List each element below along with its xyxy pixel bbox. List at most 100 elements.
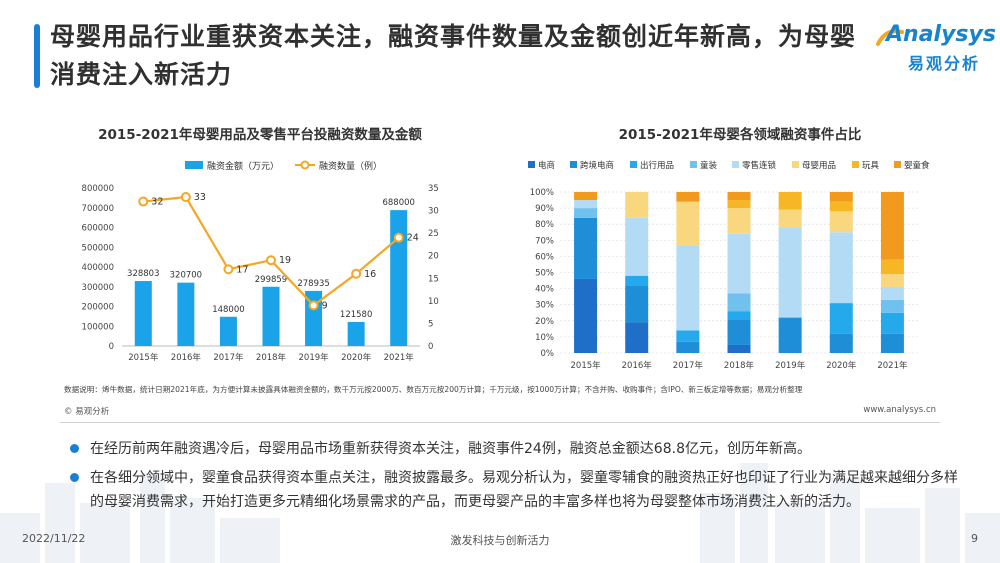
logo-text-en: Analysys bbox=[886, 22, 996, 47]
point-count bbox=[266, 255, 276, 266]
legend-swatch bbox=[528, 161, 535, 168]
stack-segment bbox=[625, 192, 649, 218]
point-data-label: 32 bbox=[151, 197, 163, 208]
y-left-tick-label: 800000 bbox=[82, 184, 114, 194]
bar-data-label: 121580 bbox=[340, 310, 372, 320]
stack-segment bbox=[880, 259, 904, 275]
stack-segment bbox=[829, 232, 853, 304]
footer-date: 2022/11/22 bbox=[22, 532, 86, 545]
stack-segment bbox=[829, 211, 853, 233]
title-accent-bar bbox=[34, 24, 40, 88]
stack-segment bbox=[574, 208, 598, 218]
bullet-dot-icon bbox=[70, 444, 79, 453]
stack-segment bbox=[778, 227, 802, 318]
legend-label: 出行用品 bbox=[640, 160, 674, 171]
stack-segment bbox=[829, 303, 853, 334]
city-skyline-background bbox=[0, 463, 1000, 563]
copyright-source: © 易观分析 bbox=[64, 407, 110, 417]
point-data-label: 24 bbox=[407, 233, 419, 244]
stack-segment bbox=[574, 192, 598, 201]
x-tick-label: 2018年 bbox=[724, 360, 755, 371]
bar-data-label: 148000 bbox=[212, 305, 244, 315]
data-note: 数据说明：烯牛数据，统计日期2021年底，为方便计算未披露具体融资金额的，数千万… bbox=[64, 385, 803, 394]
bar-data-label: 688000 bbox=[382, 198, 414, 208]
point-count bbox=[180, 192, 191, 203]
y-right-tick-label: 0 bbox=[428, 342, 433, 352]
y-left-tick-label: 500000 bbox=[82, 243, 114, 253]
stack-segment bbox=[676, 192, 700, 202]
y-tick-label: 60% bbox=[535, 252, 554, 262]
stack-segment bbox=[574, 217, 598, 279]
stack-segment bbox=[880, 192, 904, 260]
point-count bbox=[308, 300, 319, 311]
y-tick-label: 50% bbox=[535, 269, 554, 279]
logo-text-cn: 易观分析 bbox=[908, 54, 981, 73]
y-right-tick-label: 35 bbox=[428, 184, 439, 194]
stack-segment bbox=[727, 293, 751, 312]
x-tick-label: 2019年 bbox=[299, 352, 330, 363]
stack-segment bbox=[727, 208, 751, 234]
legend-label: 婴童食品 bbox=[904, 160, 930, 171]
stack-segment bbox=[625, 217, 649, 276]
stack-segment bbox=[625, 285, 649, 323]
segment-stacked-chart: 电商 跨境电商 出行用品 童装 零售连锁 母婴用品 玩具 婴童食品 0% 10% 20% 30% 40%… bbox=[528, 160, 930, 371]
page-title: 母婴用品行业重获资本关注，融资事件数量及金额创近年新高，为母婴消费注入新活力 bbox=[50, 22, 857, 89]
stack-segment bbox=[625, 322, 649, 353]
legend-swatch bbox=[690, 161, 697, 168]
point-data-label: 17 bbox=[236, 264, 248, 275]
website-link[interactable]: www.analysys.cn bbox=[863, 405, 936, 415]
x-tick-label: 2019年 bbox=[775, 360, 806, 371]
y-right-tick-label: 5 bbox=[428, 319, 433, 329]
bullet-dot-icon bbox=[70, 473, 79, 482]
legend-swatch bbox=[732, 161, 739, 168]
y-tick-label: 70% bbox=[535, 236, 554, 246]
legend-label-count: 融资数量（例） bbox=[319, 160, 382, 172]
x-tick-label: 2016年 bbox=[171, 352, 202, 363]
bar-data-label: 328803 bbox=[127, 269, 159, 279]
y-right-tick-label: 25 bbox=[428, 229, 439, 239]
x-tick-label: 2015年 bbox=[128, 352, 159, 363]
legend-label: 童装 bbox=[700, 160, 718, 171]
y-right-tick-label: 30 bbox=[428, 207, 439, 217]
stack-segment bbox=[574, 278, 598, 353]
y-left-tick-label: 100000 bbox=[82, 322, 114, 332]
point-data-label: 19 bbox=[279, 255, 291, 266]
stack-segment bbox=[880, 333, 904, 353]
y-right-tick-label: 20 bbox=[428, 252, 439, 262]
stack-segment bbox=[829, 333, 853, 353]
y-left-tick-label: 600000 bbox=[82, 224, 114, 234]
x-tick-label: 2020年 bbox=[826, 360, 857, 371]
bar-funding bbox=[390, 210, 408, 346]
legend-label: 母婴用品 bbox=[802, 161, 836, 171]
bar-funding bbox=[347, 321, 365, 346]
stack-segment bbox=[676, 330, 700, 342]
point-data-label: 16 bbox=[364, 269, 376, 280]
point-data-label: 9 bbox=[322, 300, 328, 311]
stack-segment bbox=[676, 245, 700, 331]
point-count bbox=[393, 232, 404, 243]
legend-label: 玩具 bbox=[862, 161, 880, 171]
x-tick-label: 2018年 bbox=[256, 352, 287, 363]
y-tick-label: 0% bbox=[541, 349, 555, 359]
footer-slogan: 激发科技与创新活力 bbox=[450, 534, 550, 547]
point-count bbox=[223, 264, 234, 275]
stack-segment bbox=[778, 317, 802, 353]
legend-swatch-funding bbox=[185, 161, 203, 169]
y-left-tick-label: 700000 bbox=[82, 204, 114, 214]
legend-swatch bbox=[630, 161, 637, 168]
legend-marker-count bbox=[300, 160, 310, 170]
point-count bbox=[351, 268, 362, 279]
stack-segment bbox=[727, 319, 751, 345]
legend-swatch bbox=[792, 161, 799, 168]
right-chart-title: 2015-2021年母婴各领域融资事件占比 bbox=[618, 127, 862, 143]
legend-swatch bbox=[852, 161, 859, 168]
stack-segment bbox=[727, 233, 751, 294]
y-tick-label: 10% bbox=[535, 333, 554, 343]
point-data-label: 33 bbox=[194, 192, 206, 203]
y-tick-label: 30% bbox=[535, 301, 554, 311]
bar-funding bbox=[134, 281, 152, 346]
bar-data-label: 278935 bbox=[297, 279, 329, 289]
stack-segment bbox=[880, 274, 904, 287]
brand-logo: Analysys 易观分析 bbox=[876, 22, 996, 78]
stack-segment bbox=[727, 344, 751, 353]
